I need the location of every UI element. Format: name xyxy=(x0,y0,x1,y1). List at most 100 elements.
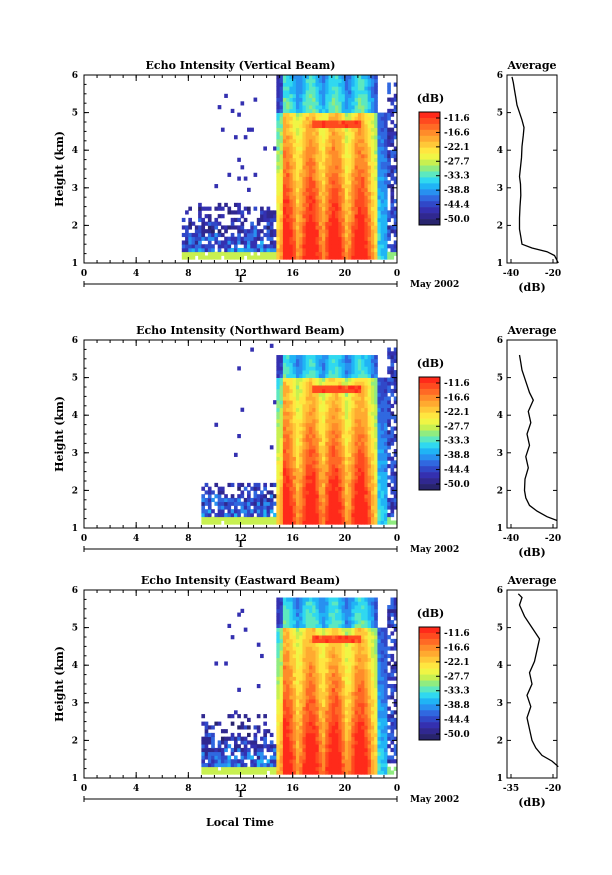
heatmap-cell xyxy=(299,497,303,503)
heatmap-cell xyxy=(318,415,323,420)
heatmap-cell xyxy=(299,687,303,692)
heatmap-cell xyxy=(305,150,310,155)
heatmap-cell xyxy=(354,403,359,409)
heatmap-cell xyxy=(357,90,362,95)
heatmap-cell xyxy=(214,494,219,499)
heatmap-cell xyxy=(367,255,372,260)
heatmap-cell xyxy=(344,108,349,113)
heatmap-cell xyxy=(364,244,369,249)
heatmap-cell xyxy=(302,668,307,674)
heatmap-cell xyxy=(305,744,310,749)
heatmap-cell xyxy=(305,370,310,375)
heatmap-cell xyxy=(217,206,222,211)
heatmap-cell xyxy=(390,381,395,386)
heatmap-cell xyxy=(390,434,395,439)
heatmap-cell xyxy=(273,210,277,215)
heatmap-cell xyxy=(279,396,284,401)
heatmap-cell xyxy=(318,236,323,241)
heatmap-cell xyxy=(335,127,339,132)
heatmap-cell xyxy=(224,759,228,764)
heatmap-cell xyxy=(364,366,369,371)
heatmap-cell xyxy=(276,464,281,469)
heatmap-cell xyxy=(335,490,339,495)
heatmap-cell xyxy=(390,150,395,155)
heatmap-cell xyxy=(282,426,287,431)
heatmap-cell xyxy=(341,475,346,480)
heatmap-cell xyxy=(266,766,271,771)
heatmap-cell xyxy=(308,180,313,185)
heatmap-cell xyxy=(380,247,385,253)
heatmap-cell xyxy=(302,456,307,461)
heatmap-cell xyxy=(390,229,395,234)
heatmap-cell xyxy=(282,691,287,696)
heatmap-cell xyxy=(348,452,352,457)
heatmap-cell xyxy=(312,501,316,506)
heatmap-cell xyxy=(282,445,287,450)
heatmap-cell xyxy=(292,236,297,241)
heatmap-cell xyxy=(289,244,294,249)
heatmap-cell xyxy=(207,505,212,510)
heatmap-cell xyxy=(357,467,362,472)
heatmap-cell xyxy=(282,467,287,472)
heatmap-cell xyxy=(305,482,310,488)
heatmap-cell xyxy=(230,251,235,256)
heatmap-cell xyxy=(361,108,365,113)
heatmap-cell xyxy=(370,116,375,121)
heatmap-cell xyxy=(295,661,300,666)
heatmap-cell xyxy=(247,725,251,730)
heatmap-cell xyxy=(302,202,307,207)
heatmap-cell xyxy=(348,195,352,200)
heatmap-cell xyxy=(279,358,284,363)
heatmap-cell xyxy=(325,430,329,435)
heatmap-cell xyxy=(364,437,369,442)
heatmap-cell xyxy=(318,169,323,174)
heatmap-cell xyxy=(344,142,349,147)
heatmap-cell xyxy=(335,123,339,129)
heatmap-cell xyxy=(331,172,336,177)
heatmap-cell xyxy=(286,176,290,181)
heatmap-cell xyxy=(383,509,388,514)
heatmap-cell xyxy=(322,497,326,503)
heatmap-cell xyxy=(204,766,209,771)
heatmap-cell xyxy=(302,702,307,707)
heatmap-cell xyxy=(308,714,313,719)
heatmap-cell xyxy=(377,434,382,439)
heatmap-cell xyxy=(361,479,365,484)
heatmap-cell xyxy=(276,729,281,734)
heatmap-cell xyxy=(351,161,356,166)
heatmap-cell xyxy=(374,486,378,491)
heatmap-cell xyxy=(286,762,290,768)
heatmap-cell xyxy=(364,505,369,510)
heatmap-cell xyxy=(282,82,287,87)
heatmap-cell xyxy=(295,729,300,734)
heatmap-cell xyxy=(361,157,365,162)
heatmap-cell xyxy=(361,142,365,147)
heatmap-cell xyxy=(292,165,297,170)
heatmap-cell xyxy=(286,225,290,230)
heatmap-cell xyxy=(318,131,323,136)
heatmap-cell xyxy=(348,210,352,215)
heatmap-cell xyxy=(308,486,313,491)
heatmap-cell xyxy=(227,505,232,510)
heatmap-cell xyxy=(383,184,388,189)
heatmap-cell xyxy=(295,755,300,760)
heatmap-cell xyxy=(380,165,385,170)
colorbar-tick-label: -27.7 xyxy=(444,157,470,167)
heatmap-cell xyxy=(302,494,307,499)
heatmap-cell xyxy=(276,165,281,170)
heatmap-cell xyxy=(383,415,388,420)
heatmap-cell xyxy=(305,702,310,707)
heatmap-cell xyxy=(233,247,238,253)
heatmap-cell xyxy=(237,366,241,371)
heatmap-cell xyxy=(286,366,290,371)
heatmap-cell xyxy=(279,385,284,390)
heatmap-cell xyxy=(289,434,294,439)
heatmap-cell xyxy=(292,214,297,219)
heatmap-cell xyxy=(374,105,378,110)
heatmap-cell xyxy=(338,482,342,488)
heatmap-cell xyxy=(279,665,284,670)
heatmap-cell xyxy=(361,90,365,95)
heatmap-cell xyxy=(295,714,300,719)
heatmap-cell xyxy=(341,434,346,439)
heatmap-cell xyxy=(322,108,326,113)
